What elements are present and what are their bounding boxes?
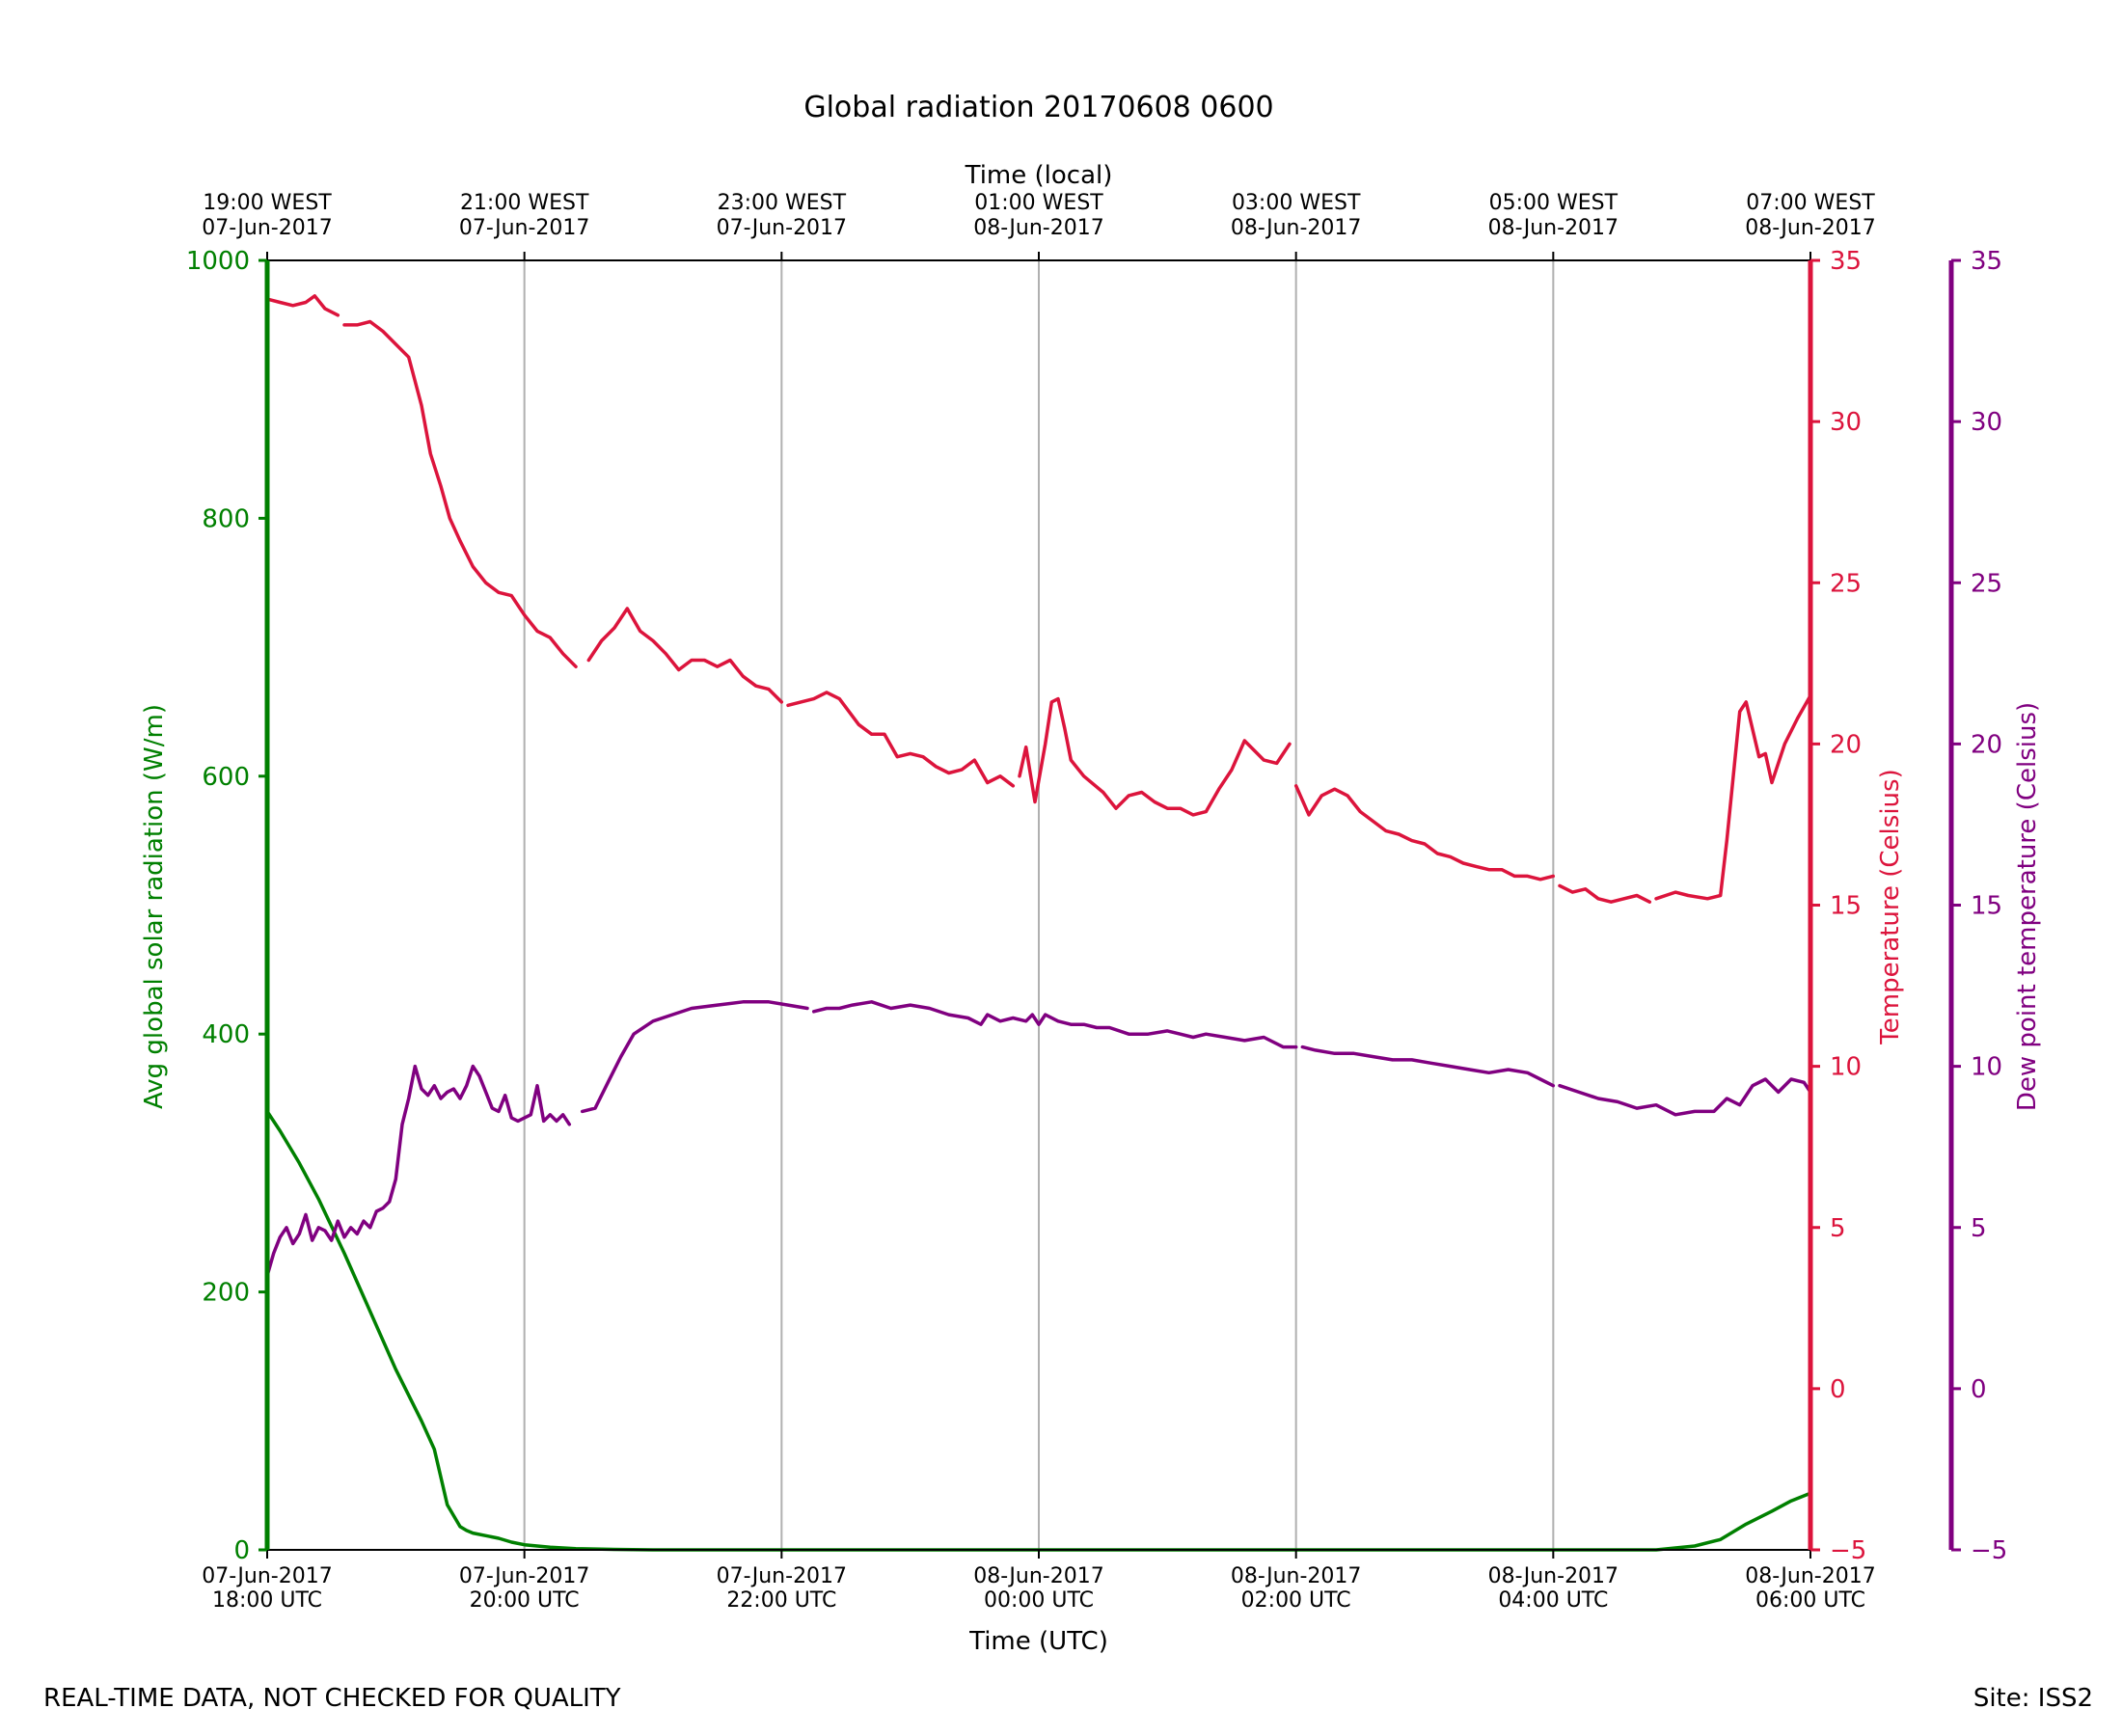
radiation-tick-label: 400	[202, 1020, 250, 1049]
dewpoint-line	[1300, 1044, 1556, 1088]
dewpoint-axis-title: Dew point temperature (Celsius)	[2013, 702, 2042, 1111]
dewpoint-line	[811, 1000, 1298, 1049]
temperature-line	[342, 319, 578, 668]
x-tick-label-bottom-date: 08-Jun-2017	[973, 1564, 1103, 1588]
x-axis-title: Time (UTC)	[968, 1627, 1108, 1656]
x-tick-label-top-time: 01:00 WEST	[974, 191, 1103, 215]
temperature-axis-title: Temperature (Celsius)	[1876, 769, 1905, 1044]
x-tick-label-top-time: 05:00 WEST	[1489, 191, 1619, 215]
quality-note: REAL-TIME DATA, NOT CHECKED FOR QUALITY	[43, 1684, 621, 1713]
x-tick-label-bottom-time: 18:00 UTC	[212, 1588, 322, 1613]
x-tick-label-top-time: 21:00 WEST	[460, 191, 589, 215]
dewpoint-tick-label: 35	[1971, 247, 2002, 276]
temperature-line	[265, 294, 340, 317]
temperature-line	[786, 691, 1016, 788]
x-tick-label-top-time: 03:00 WEST	[1232, 191, 1361, 215]
x-tick-label-bottom-date: 07-Jun-2017	[717, 1564, 847, 1588]
x-tick-label-bottom-date: 08-Jun-2017	[1745, 1564, 1875, 1588]
radiation-tick-label: 600	[202, 763, 250, 792]
temperature-tick-label: 15	[1830, 892, 1862, 921]
temperature-line	[1018, 696, 1292, 817]
dewpoint-tick-label: 25	[1971, 569, 2002, 598]
x-tick-label-top-date: 08-Jun-2017	[973, 216, 1103, 240]
x-tick-label-bottom-date: 08-Jun-2017	[1488, 1564, 1619, 1588]
x-tick-label-top-date: 07-Jun-2017	[717, 216, 847, 240]
dewpoint-line	[1558, 1077, 1812, 1117]
temperature-tick-label: 20	[1830, 730, 1862, 759]
radiation-line	[265, 1109, 1812, 1552]
dewpoint-tick-label: 15	[1971, 892, 2002, 921]
dewpoint-tick-label: −5	[1971, 1536, 2007, 1565]
gridlines	[523, 260, 1555, 1550]
series-layer	[265, 294, 1812, 1552]
x-tick-label-top-time: 07:00 WEST	[1746, 191, 1875, 215]
dewpoint-line	[265, 1064, 572, 1278]
radiation-tick-label: 800	[202, 504, 250, 533]
dewpoint-tick-label: 20	[1971, 730, 2002, 759]
temperature-tick-label: 0	[1830, 1375, 1846, 1404]
x-tick-label-bottom-date: 08-Jun-2017	[1231, 1564, 1361, 1588]
radiation-axis-title: Avg global solar radiation (W/m)	[140, 704, 169, 1109]
temperature-tick-label: 10	[1830, 1053, 1862, 1082]
x-tick-label-top-date: 07-Jun-2017	[202, 216, 332, 240]
dewpoint-tick-label: 0	[1971, 1375, 1987, 1404]
dewpoint-tick-label: 30	[1971, 408, 2002, 437]
x-tick-label-bottom-time: 20:00 UTC	[470, 1588, 580, 1613]
dewpoint-tick-label: 10	[1971, 1053, 2002, 1082]
x-tick-label-top-time: 23:00 WEST	[718, 191, 847, 215]
x-tick-label-bottom-time: 06:00 UTC	[1755, 1588, 1865, 1613]
temperature-tick-label: 30	[1830, 408, 1862, 437]
dewpoint-line	[580, 1000, 809, 1114]
x-tick-label-bottom-time: 04:00 UTC	[1498, 1588, 1608, 1613]
x-tick-label-top-time: 19:00 WEST	[203, 191, 332, 215]
radiation-tick-label: 0	[233, 1536, 250, 1565]
temperature-line	[586, 607, 784, 704]
x-tick-label-bottom-time: 22:00 UTC	[726, 1588, 836, 1613]
temperature-tick-label: 5	[1830, 1214, 1846, 1243]
x-tick-label-bottom-date: 07-Jun-2017	[202, 1564, 332, 1588]
dewpoint-tick-label: 5	[1971, 1214, 1987, 1243]
temperature-tick-label: 25	[1830, 569, 1862, 598]
site-label: Site: ISS2	[1972, 1684, 2093, 1713]
x-tick-label-top-date: 08-Jun-2017	[1231, 216, 1361, 240]
x-tick-label-bottom-date: 07-Jun-2017	[459, 1564, 589, 1588]
x-tick-label-top-date: 08-Jun-2017	[1488, 216, 1619, 240]
radiation-tick-label: 200	[202, 1279, 250, 1308]
x-tick-label-top-date: 08-Jun-2017	[1745, 216, 1875, 240]
temperature-line	[1558, 883, 1652, 904]
top-axis-title: Time (local)	[965, 161, 1113, 190]
chart-title: Global radiation 20170608 0600	[803, 91, 1273, 124]
temperature-line	[1654, 693, 1812, 901]
x-tick-label-bottom-time: 02:00 UTC	[1241, 1588, 1351, 1613]
temperature-tick-label: −5	[1830, 1536, 1866, 1565]
x-tick-label-bottom-time: 00:00 UTC	[984, 1588, 1094, 1613]
temperature-tick-label: 35	[1830, 247, 1862, 276]
temperature-line	[1293, 784, 1556, 882]
x-tick-label-top-date: 07-Jun-2017	[459, 216, 589, 240]
radiation-tick-label: 1000	[186, 247, 250, 276]
